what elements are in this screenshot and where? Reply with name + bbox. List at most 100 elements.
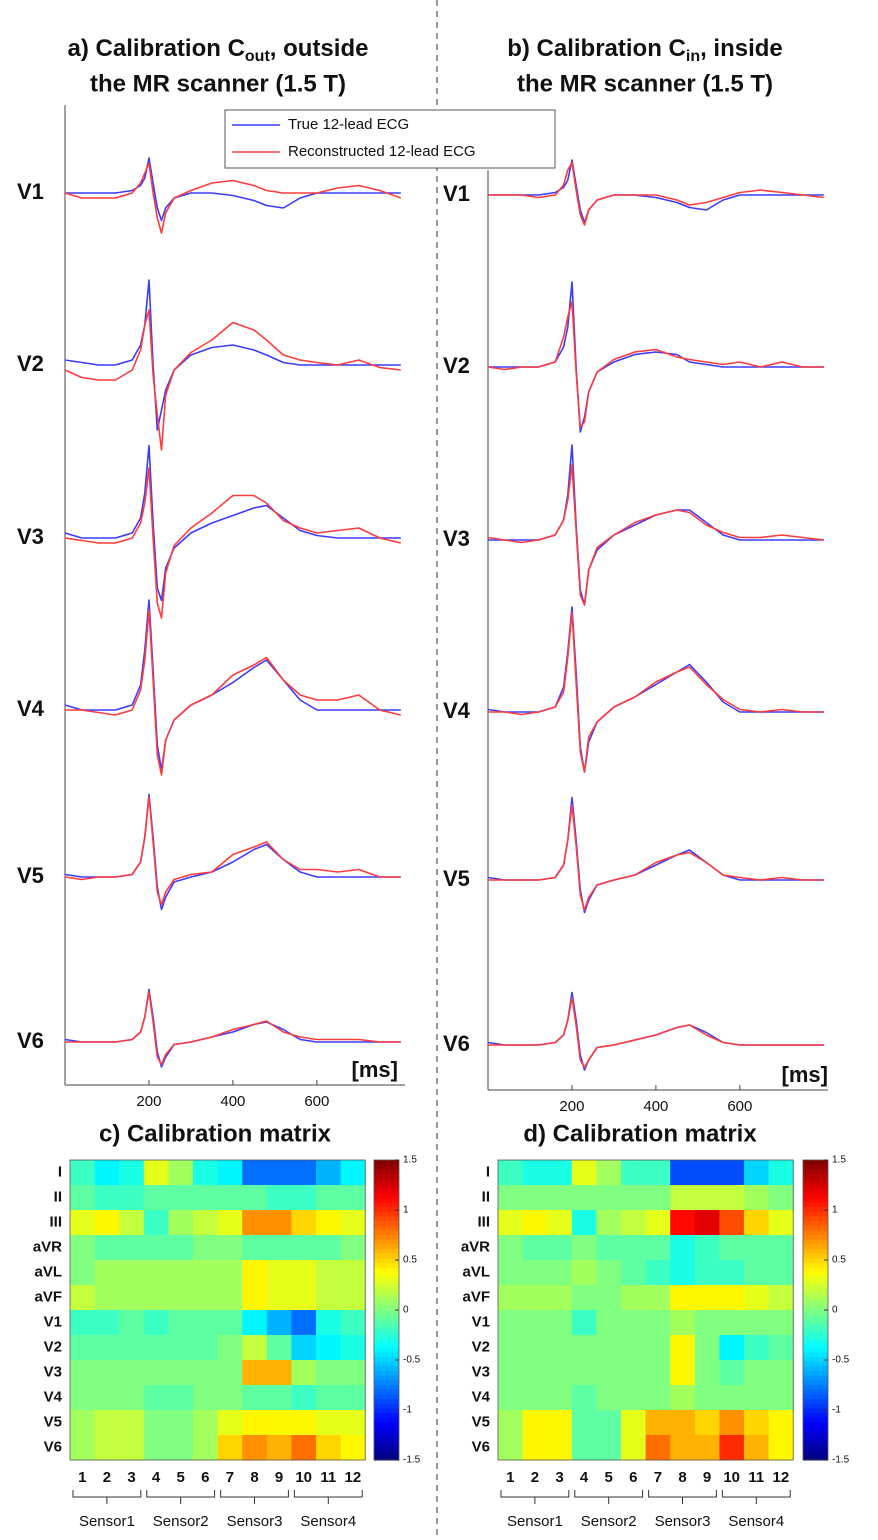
row-label: II <box>482 1188 490 1205</box>
heatmap-cell <box>744 1260 770 1286</box>
row-label: V2 <box>44 1338 62 1355</box>
heatmap-cell <box>119 1210 145 1236</box>
heatmap-cell <box>94 1310 120 1336</box>
colorbar-segment <box>803 1455 828 1461</box>
colorbar-segment <box>374 1216 399 1222</box>
heatmap-cell <box>143 1185 169 1211</box>
heatmap-cell <box>670 1210 696 1236</box>
heatmap-cell <box>621 1410 647 1436</box>
heatmap-cell <box>316 1335 342 1361</box>
heatmap-cell <box>522 1410 548 1436</box>
ecg-trace <box>488 611 824 773</box>
heatmap-cell <box>694 1410 720 1436</box>
colorbar-segment <box>374 1249 399 1255</box>
heatmap-cell <box>316 1185 342 1211</box>
heatmap-cell <box>768 1360 794 1386</box>
colorbar-segment <box>803 1445 828 1452</box>
colorbar-segment <box>374 1202 399 1208</box>
ecg-trace <box>64 599 401 771</box>
ecg-trace <box>488 804 824 911</box>
heatmap-cell <box>242 1185 268 1211</box>
colorbar-segment <box>803 1235 828 1241</box>
colorbar-segment <box>374 1310 399 1316</box>
heatmap-cell <box>719 1235 745 1261</box>
heatmap-cell <box>266 1185 292 1211</box>
heatmap-cell <box>498 1360 524 1386</box>
colorbar-segment <box>803 1403 828 1410</box>
heatmap-cell <box>694 1160 720 1186</box>
heatmap-cell <box>719 1160 745 1186</box>
heatmap-cell <box>596 1335 622 1361</box>
colorbar-segment <box>803 1277 828 1283</box>
heatmap-cell <box>266 1235 292 1261</box>
heatmap-cell <box>193 1235 219 1261</box>
heatmap-cell <box>719 1310 745 1336</box>
colorbar-segment <box>374 1450 399 1456</box>
column-label: 9 <box>275 1469 283 1486</box>
colorbar-segment <box>803 1174 828 1180</box>
colorbar-segment <box>374 1225 399 1231</box>
heatmap-cell <box>168 1410 194 1436</box>
heatmap-cell <box>498 1435 524 1461</box>
heatmap-cell <box>168 1360 194 1386</box>
legend-box <box>224 109 556 169</box>
heatmap-cell <box>645 1360 671 1386</box>
heatmap-cell <box>768 1235 794 1261</box>
x-tick-label: 200 <box>559 1098 584 1115</box>
title-text: , outside <box>270 35 369 62</box>
heatmap-cell <box>621 1235 647 1261</box>
heatmap-cell <box>744 1235 770 1261</box>
heatmap-cell <box>694 1235 720 1261</box>
heatmap-cell <box>670 1335 696 1361</box>
sensor-label: Sensor4 <box>300 1513 356 1530</box>
heatmap-frame <box>497 1159 794 1461</box>
heatmap-cell <box>70 1310 96 1336</box>
colorbar-segment <box>803 1249 828 1255</box>
colorbar-segment <box>374 1164 399 1170</box>
title-text: b) Calibration C <box>507 35 686 62</box>
heatmap-cell <box>266 1435 292 1461</box>
heatmap-frame <box>69 1159 366 1461</box>
colorbar-segment <box>374 1258 399 1264</box>
ecg-trace <box>64 988 401 1068</box>
heatmap-cell <box>242 1210 268 1236</box>
heatmap-cell <box>670 1260 696 1286</box>
heatmap-cell <box>70 1335 96 1361</box>
heatmap-cell <box>621 1310 647 1336</box>
heatmap-cell <box>621 1185 647 1211</box>
heatmap-cell <box>70 1360 96 1386</box>
colorbar-segment <box>803 1258 828 1264</box>
colorbar-segment <box>374 1431 399 1438</box>
colorbar-segment <box>374 1239 399 1245</box>
heatmap-cell <box>571 1160 597 1186</box>
heatmap-cell <box>291 1185 317 1211</box>
heatmap-cell <box>744 1410 770 1436</box>
lead-label: V6 <box>17 1028 44 1053</box>
heatmap-cell <box>645 1310 671 1336</box>
colorbar-segment <box>803 1178 828 1185</box>
heatmap-cell <box>522 1360 548 1386</box>
colorbar-segment <box>374 1188 399 1194</box>
x-tick-label: 400 <box>643 1098 668 1115</box>
heatmap-cell <box>645 1385 671 1411</box>
ecg-trace <box>64 444 401 602</box>
colorbar-segment <box>803 1342 828 1349</box>
title-text: a) Calibration C <box>68 35 245 62</box>
heatmap-cell <box>242 1285 268 1311</box>
heatmap-cell <box>266 1310 292 1336</box>
colorbar-segment <box>803 1356 828 1363</box>
colorbar-segment <box>803 1164 828 1170</box>
colorbar-segment <box>803 1305 828 1311</box>
heatmap-cell <box>217 1385 243 1411</box>
heatmap-cell <box>70 1160 96 1186</box>
heatmap-cell <box>340 1335 366 1361</box>
heatmap-cell <box>522 1160 548 1186</box>
heatmap-cell <box>119 1385 145 1411</box>
lead-label: V6 <box>443 1031 470 1056</box>
sensor-label: Sensor2 <box>153 1513 209 1530</box>
heatmap-cell <box>694 1385 720 1411</box>
row-label: V1 <box>44 1313 62 1330</box>
lead-label: V4 <box>443 698 471 723</box>
heatmap-cell <box>694 1310 720 1336</box>
